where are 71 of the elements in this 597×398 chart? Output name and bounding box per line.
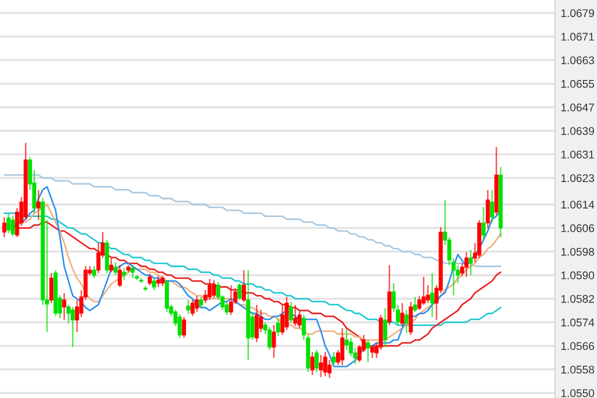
candlestick [186,299,190,315]
y-tick-label: 1.0671 [561,32,594,41]
y-tick-label: 1.0606 [561,224,594,232]
y-tick-label: 1.0647 [561,104,594,112]
candlestick [276,317,280,337]
candlestick [238,282,242,301]
candlestick [268,326,272,351]
y-tick-label: 1.0663 [561,56,594,64]
candlestick [130,264,135,279]
candlestick [242,269,246,303]
candlestick [284,296,289,331]
y-tick-label: 1.0655 [561,80,594,88]
candlestick [62,292,66,321]
candlestick [318,354,323,378]
candlestick [314,349,319,373]
candlestick [370,344,374,359]
candlestick [199,296,204,309]
candlestick [156,275,160,288]
candlestick [160,275,165,287]
y-tick-label: 1.0558 [561,366,594,374]
y-tick-label: 1.0639 [561,127,594,135]
y-tick-label: 1.0614 [561,200,594,209]
y-tick-label: 1.0582 [561,294,594,303]
candlestick [288,301,294,324]
candlestick [10,215,15,237]
candlestick [332,351,336,366]
candlestick [178,313,182,339]
y-tick-label: 1.0598 [561,248,594,256]
y-tick-label: 1.0566 [561,342,594,350]
candlestick [36,189,41,221]
candlestick [194,295,199,313]
candlestick [49,272,54,304]
candlestick [468,249,473,276]
candlestick [212,279,216,299]
candlestick [413,296,418,313]
candlestick [190,299,195,317]
candlestick [148,273,152,286]
candlestick [383,307,388,348]
candlestick [490,189,494,223]
candlestick [152,278,156,291]
y-tick-label: 1.0590 [561,271,594,280]
candlestick [293,304,298,327]
candlestick [229,284,234,316]
candlestick [310,351,314,376]
candlestick [482,206,486,241]
y-tick-label: 1.0679 [561,9,594,18]
candlestick [122,267,126,281]
candlestick [6,213,11,234]
candlestick [340,327,344,366]
y-tick-label: 1.0574 [561,318,594,326]
candlestick [400,302,404,327]
y-tick-label: 1.0550 [561,389,594,398]
candlestick [422,276,426,306]
y-tick-label: 1.0631 [561,150,594,159]
candlestick [323,351,328,377]
candlestick [208,278,212,301]
candlestick [366,339,370,363]
candlestick [272,324,276,359]
candlestick [404,309,409,334]
candlestick [70,306,75,348]
candlestick [118,264,122,288]
candlestick [254,304,259,343]
candlestick [2,216,6,238]
candlestick [464,251,468,278]
candlestick [109,257,114,273]
y-tick-label: 1.0623 [561,174,594,182]
candlestick [430,272,434,318]
candlestick [114,261,118,276]
candlestick [92,265,96,279]
candlestick [486,189,490,229]
candlestick [182,316,186,339]
